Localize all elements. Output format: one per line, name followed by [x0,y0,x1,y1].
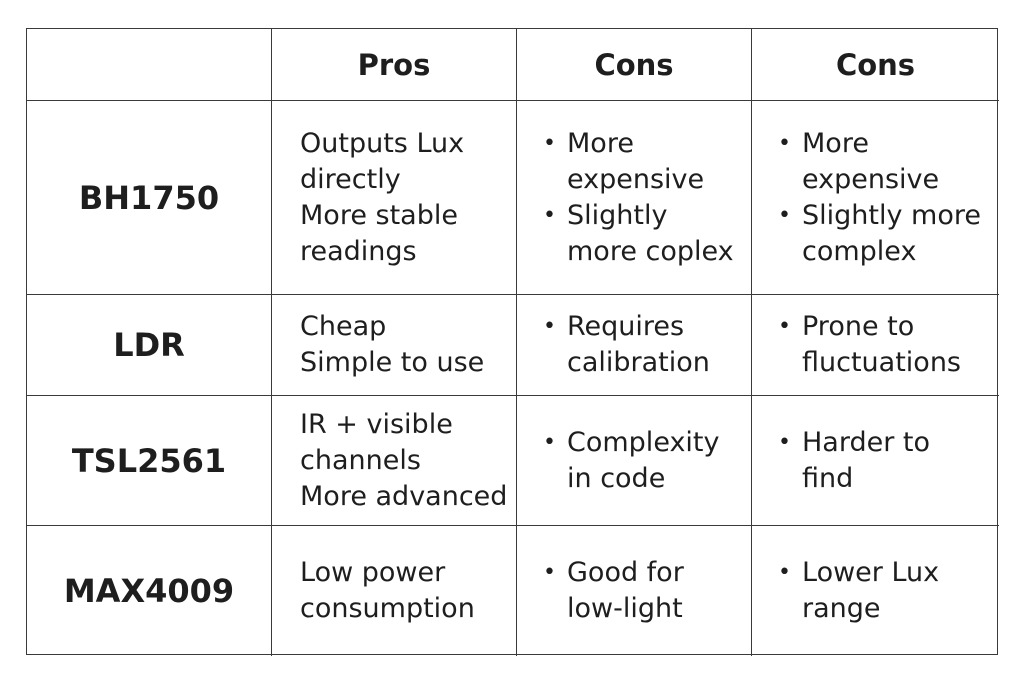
cons-bullet-item: • Prone to fluctuations [778,309,961,381]
header-pros-label: Pros [357,47,431,82]
comparison-table: Pros Cons Cons BH1750 Outputs Lux direct… [26,28,999,656]
header-cons-2: Cons [752,29,999,101]
bullet-icon: • [543,314,556,339]
cons-line: find [802,462,854,494]
cons-a-cell-max4009: • Good for low-light [517,526,752,656]
cons-bullet-item: • More expensive [543,126,734,198]
bullet-icon: • [778,560,791,585]
pros-line: channels [300,444,421,476]
cons-bullet-item: • Lower Lux range [778,555,939,627]
cons-line: Good for [567,557,684,588]
bullet-icon: • [543,429,556,455]
header-corner-cell [27,29,272,101]
bullet-icon: • [543,560,556,585]
cons-line: calibration [567,347,710,378]
pros-line: consumption [300,593,475,624]
pros-line: More advanced [300,480,508,512]
header-pros: Pros [272,29,517,101]
cons-line: expensive [802,163,940,195]
cons-b-cell-tsl2561: • Harder to find [752,396,999,526]
sensor-name: LDR [113,326,185,364]
cons-line: Lower Lux [802,557,940,588]
pros-line: Cheap [300,311,387,342]
bullet-icon: • [543,202,556,228]
cons-bullet-item: • Good for low-light [543,555,684,627]
pros-line: Outputs Lux [300,127,465,159]
cons-a-cell-tsl2561: • Complexity in code [517,396,752,526]
pros-cell-ldr: Cheap Simple to use [272,295,517,396]
pros-cell-bh1750: Outputs Lux directly More stable reading… [272,101,517,295]
header-cons-1-label: Cons [594,47,674,82]
cons-b-cell-max4009: • Lower Lux range [752,526,999,656]
pros-cell-max4009: Low power consumption [272,526,517,656]
header-cons-1: Cons [517,29,752,101]
bullet-icon: • [778,429,791,455]
cons-line: more coplex [567,235,734,267]
pros-line: Low power [300,557,446,588]
cons-line: low-light [567,593,683,624]
row-header-bh1750: BH1750 [27,101,272,295]
pros-line: More stable [300,199,458,231]
cons-line: fluctuations [802,347,961,378]
cons-a-cell-bh1750: • More expensive • Slightly more coplex [517,101,752,295]
row-header-tsl2561: TSL2561 [27,396,272,526]
cons-line: More [802,127,869,159]
row-header-max4009: MAX4009 [27,526,272,656]
sensor-name: BH1750 [78,178,220,217]
sensor-name: MAX4009 [63,572,235,610]
cons-bullet-item: • Complexity in code [543,425,720,497]
pros-cell-tsl2561: IR + visible channels More advanced [272,396,517,526]
cons-bullet-item: • Harder to find [778,425,930,497]
cons-bullet-item: • More expensive [778,126,981,198]
cons-line: More [567,127,634,159]
cons-bullet-item: • Slightly more complex [778,198,981,270]
cons-line: Harder to [802,426,931,458]
cons-line: Slightly [567,199,668,231]
bullet-icon: • [778,314,791,339]
cons-bullet-item: • Requires calibration [543,309,710,381]
cons-line: in code [567,462,666,494]
cons-a-cell-ldr: • Requires calibration [517,295,752,396]
row-header-ldr: LDR [27,295,272,396]
cons-line: Requires [567,311,685,342]
cons-b-cell-bh1750: • More expensive • Slightly more complex [752,101,999,295]
bullet-icon: • [778,202,791,228]
cons-line: complex [802,235,917,267]
bullet-icon: • [778,130,791,156]
pros-line: directly [300,163,401,195]
pros-line: Simple to use [300,347,485,378]
header-cons-2-label: Cons [835,47,916,82]
pros-line: IR + visible [300,408,453,440]
cons-bullet-item: • Slightly more coplex [543,198,734,270]
cons-line: Prone to [802,311,915,342]
cons-line: Slightly more [802,199,981,231]
bullet-icon: • [543,130,556,156]
cons-line: range [802,593,881,624]
pros-line: readings [300,235,417,267]
sensor-name: TSL2561 [71,441,227,480]
cons-b-cell-ldr: • Prone to fluctuations [752,295,999,396]
cons-line: expensive [567,163,705,195]
cons-line: Complexity [567,426,720,458]
